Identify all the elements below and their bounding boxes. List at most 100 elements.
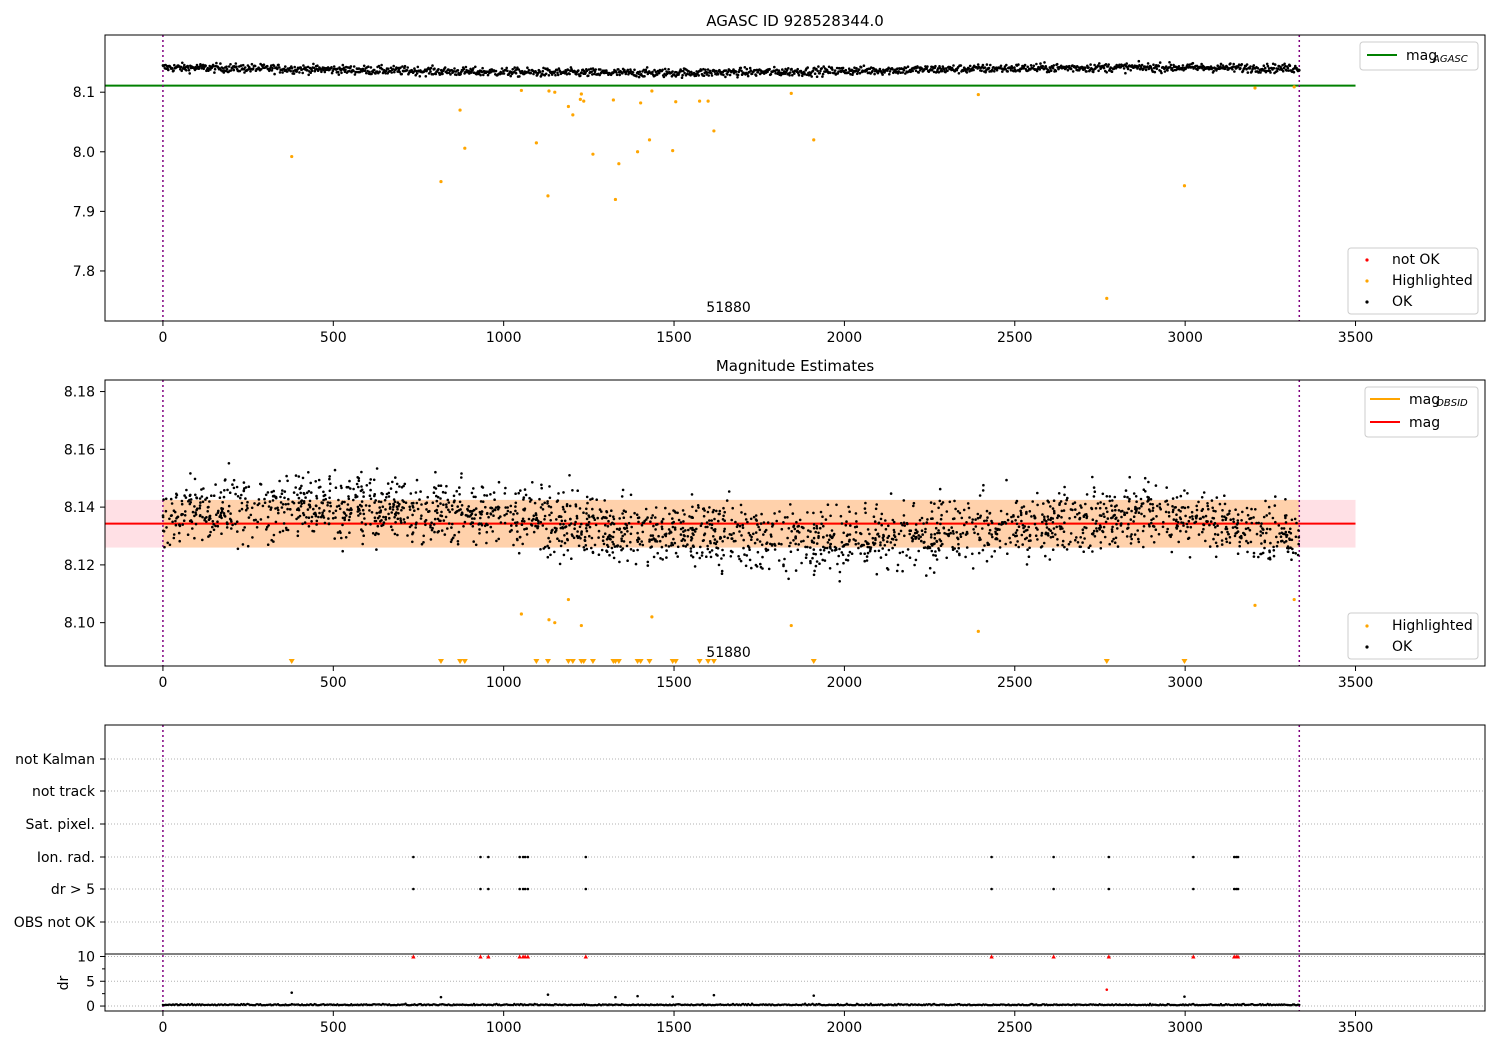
ok-point — [1200, 496, 1204, 499]
highlighted-point — [647, 138, 652, 142]
ok-point — [1155, 515, 1158, 518]
ok-point — [504, 486, 507, 490]
ok-point — [932, 70, 936, 74]
ok-point — [1275, 535, 1278, 539]
ok-point — [917, 549, 920, 553]
ok-point — [942, 526, 945, 529]
ok-point — [321, 513, 324, 517]
ok-point — [815, 524, 818, 528]
ok-point — [307, 471, 310, 474]
ok-point — [429, 70, 432, 73]
ok-point — [447, 501, 451, 504]
ok-point — [183, 63, 186, 67]
ok-point — [222, 512, 226, 515]
ok-point — [1017, 63, 1020, 66]
ok-point — [204, 64, 207, 68]
ok-point — [1044, 554, 1047, 558]
ok-point — [1213, 521, 1217, 525]
ok-point — [637, 520, 640, 524]
ok-point — [441, 490, 445, 494]
ok-point — [219, 491, 223, 494]
ok-point — [289, 69, 293, 73]
ok-point — [489, 525, 493, 529]
ok-point — [523, 488, 527, 491]
ok-point — [326, 66, 330, 69]
ok-point — [363, 517, 366, 520]
ok-point — [811, 556, 814, 560]
ok-point — [1111, 509, 1114, 512]
ok-point — [827, 551, 831, 554]
ok-point — [697, 506, 700, 509]
ok-point — [854, 542, 858, 546]
ok-point — [500, 67, 504, 70]
ok-point — [379, 520, 382, 523]
ok-point — [243, 71, 246, 74]
ok-point — [611, 551, 615, 554]
ok-point — [1099, 541, 1103, 544]
ok-point — [1168, 66, 1172, 69]
ok-point — [456, 69, 460, 72]
ok-point — [1043, 61, 1046, 64]
ok-point — [683, 513, 686, 516]
ok-point — [822, 549, 826, 552]
ok-point — [968, 516, 971, 519]
ok-point — [1155, 67, 1159, 71]
ok-point — [933, 532, 937, 536]
ok-point — [1129, 69, 1132, 72]
ok-point — [283, 496, 286, 500]
ok-point — [268, 500, 272, 503]
ok-point — [632, 549, 635, 552]
ok-point — [746, 544, 750, 548]
ok-point — [1011, 66, 1014, 70]
ok-point — [1026, 548, 1029, 551]
ok-point — [829, 542, 833, 546]
ok-point — [1081, 528, 1085, 531]
ok-point — [713, 538, 717, 541]
y-tick-label: 8.16 — [64, 442, 95, 458]
ok-point — [978, 494, 982, 497]
ok-point — [382, 515, 385, 519]
ok-point — [418, 498, 421, 501]
ok-point — [1199, 517, 1202, 520]
ok-point — [357, 507, 360, 511]
ok-point — [1102, 525, 1106, 529]
ok-point — [813, 569, 816, 573]
ok-point — [1098, 528, 1101, 531]
ok-point — [1103, 535, 1107, 539]
ok-point — [464, 65, 468, 69]
ok-point — [855, 67, 858, 70]
ok-point — [700, 522, 704, 525]
ok-point — [585, 512, 588, 515]
ok-point — [797, 524, 800, 528]
ok-point — [1245, 63, 1249, 66]
ok-point — [923, 68, 926, 71]
ok-point — [174, 519, 177, 523]
ok-point — [738, 68, 741, 72]
ok-point — [1152, 525, 1156, 528]
highlighted-point — [1105, 296, 1109, 300]
ok-point — [328, 475, 332, 478]
ok-point — [1255, 532, 1259, 536]
ok-point — [503, 521, 507, 525]
ok-point — [621, 534, 624, 538]
ok-point — [1272, 549, 1276, 552]
ok-point — [1051, 548, 1055, 551]
ok-point — [518, 535, 522, 539]
ok-point — [256, 520, 260, 524]
ok-point — [741, 526, 745, 529]
ok-point — [388, 516, 391, 520]
highlighted-point — [463, 146, 467, 150]
obsid-label: 51880 — [706, 645, 751, 661]
ok-point — [621, 512, 624, 515]
ok-point — [266, 543, 270, 546]
ok-point — [916, 65, 919, 68]
ok-point — [933, 502, 936, 506]
ok-point — [390, 511, 394, 514]
ok-point — [516, 521, 519, 524]
ok-point — [951, 529, 955, 533]
ok-point — [807, 529, 810, 532]
ok-point — [814, 552, 817, 556]
ok-point — [1114, 508, 1117, 512]
ok-point — [433, 67, 436, 70]
ok-point — [1092, 495, 1096, 498]
